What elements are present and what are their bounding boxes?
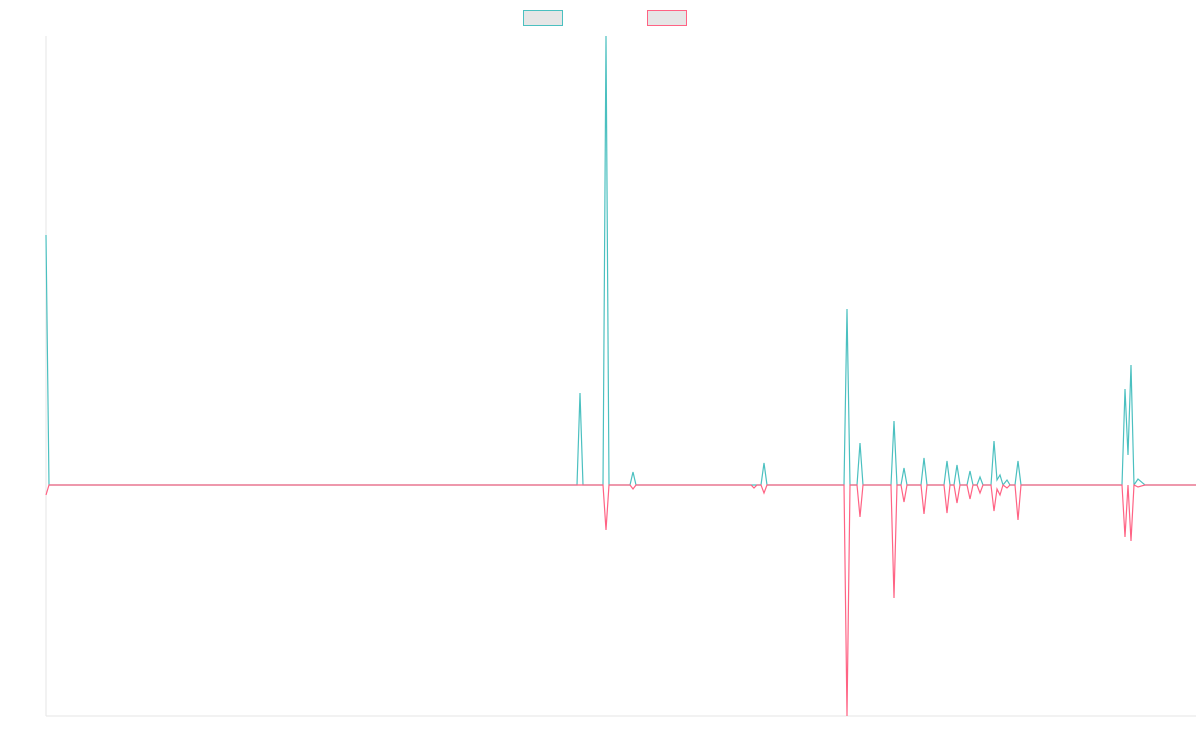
legend-swatch[interactable]	[523, 10, 563, 26]
series-line	[45, 35, 1196, 487]
series-line	[45, 484, 1196, 717]
legend-swatch[interactable]	[647, 10, 687, 26]
